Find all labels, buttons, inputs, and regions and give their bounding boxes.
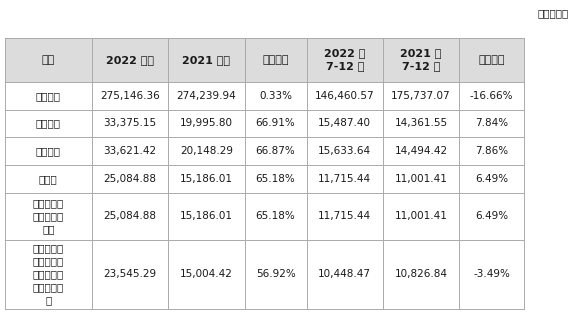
Text: -3.49%: -3.49% bbox=[473, 269, 510, 279]
Text: 6.49%: 6.49% bbox=[475, 211, 508, 221]
Text: 变动比例: 变动比例 bbox=[263, 55, 289, 65]
Text: 146,460.57: 146,460.57 bbox=[315, 91, 375, 101]
Text: 单位：万元: 单位：万元 bbox=[538, 8, 569, 18]
Text: 56.92%: 56.92% bbox=[256, 269, 296, 279]
Text: 11,001.41: 11,001.41 bbox=[395, 174, 447, 184]
Text: 33,621.42: 33,621.42 bbox=[104, 146, 157, 156]
Text: 营业收入: 营业收入 bbox=[36, 91, 61, 101]
Text: 25,084.88: 25,084.88 bbox=[104, 211, 157, 221]
Text: 33,375.15: 33,375.15 bbox=[104, 118, 157, 129]
Text: 11,715.44: 11,715.44 bbox=[318, 174, 371, 184]
Text: 项目: 项目 bbox=[42, 55, 55, 65]
Text: 19,995.80: 19,995.80 bbox=[180, 118, 233, 129]
Text: 2021 年
7-12 月: 2021 年 7-12 月 bbox=[400, 48, 442, 72]
Text: 275,146.36: 275,146.36 bbox=[100, 91, 160, 101]
Text: 15,186.01: 15,186.01 bbox=[180, 211, 233, 221]
Text: 175,737.07: 175,737.07 bbox=[391, 91, 451, 101]
Text: 利润总额: 利润总额 bbox=[36, 146, 61, 156]
Text: 净利润: 净利润 bbox=[39, 174, 58, 184]
Text: 66.87%: 66.87% bbox=[256, 146, 296, 156]
Text: 变动比例: 变动比例 bbox=[478, 55, 505, 65]
Text: 2021 年度: 2021 年度 bbox=[182, 55, 231, 65]
Text: 14,494.42: 14,494.42 bbox=[394, 146, 447, 156]
Text: 25,084.88: 25,084.88 bbox=[104, 174, 157, 184]
Text: 15,186.01: 15,186.01 bbox=[180, 174, 233, 184]
Text: 274,239.94: 274,239.94 bbox=[177, 91, 236, 101]
Text: 11,001.41: 11,001.41 bbox=[395, 211, 447, 221]
Text: 15,633.64: 15,633.64 bbox=[318, 146, 371, 156]
Text: 10,826.84: 10,826.84 bbox=[395, 269, 447, 279]
Text: -16.66%: -16.66% bbox=[470, 91, 513, 101]
Text: 2022 年度: 2022 年度 bbox=[106, 55, 154, 65]
Text: 20,148.29: 20,148.29 bbox=[180, 146, 233, 156]
Text: 23,545.29: 23,545.29 bbox=[104, 269, 157, 279]
Text: 0.33%: 0.33% bbox=[259, 91, 292, 101]
Text: 65.18%: 65.18% bbox=[256, 211, 296, 221]
Text: 归属于母公
司股东的净
利润: 归属于母公 司股东的净 利润 bbox=[33, 198, 64, 234]
Text: 15,487.40: 15,487.40 bbox=[318, 118, 371, 129]
Text: 营业利润: 营业利润 bbox=[36, 118, 61, 129]
Text: 2022 年
7-12 月: 2022 年 7-12 月 bbox=[324, 48, 366, 72]
Text: 7.84%: 7.84% bbox=[475, 118, 508, 129]
Text: 66.91%: 66.91% bbox=[256, 118, 296, 129]
Text: 扣除非经常
性损益后归
属于母公司
股东的净利
润: 扣除非经常 性损益后归 属于母公司 股东的净利 润 bbox=[33, 243, 64, 306]
Text: 14,361.55: 14,361.55 bbox=[394, 118, 447, 129]
Text: 6.49%: 6.49% bbox=[475, 174, 508, 184]
Text: 65.18%: 65.18% bbox=[256, 174, 296, 184]
Text: 7.86%: 7.86% bbox=[475, 146, 508, 156]
Text: 15,004.42: 15,004.42 bbox=[180, 269, 233, 279]
Text: 10,448.47: 10,448.47 bbox=[318, 269, 371, 279]
Text: 11,715.44: 11,715.44 bbox=[318, 211, 371, 221]
